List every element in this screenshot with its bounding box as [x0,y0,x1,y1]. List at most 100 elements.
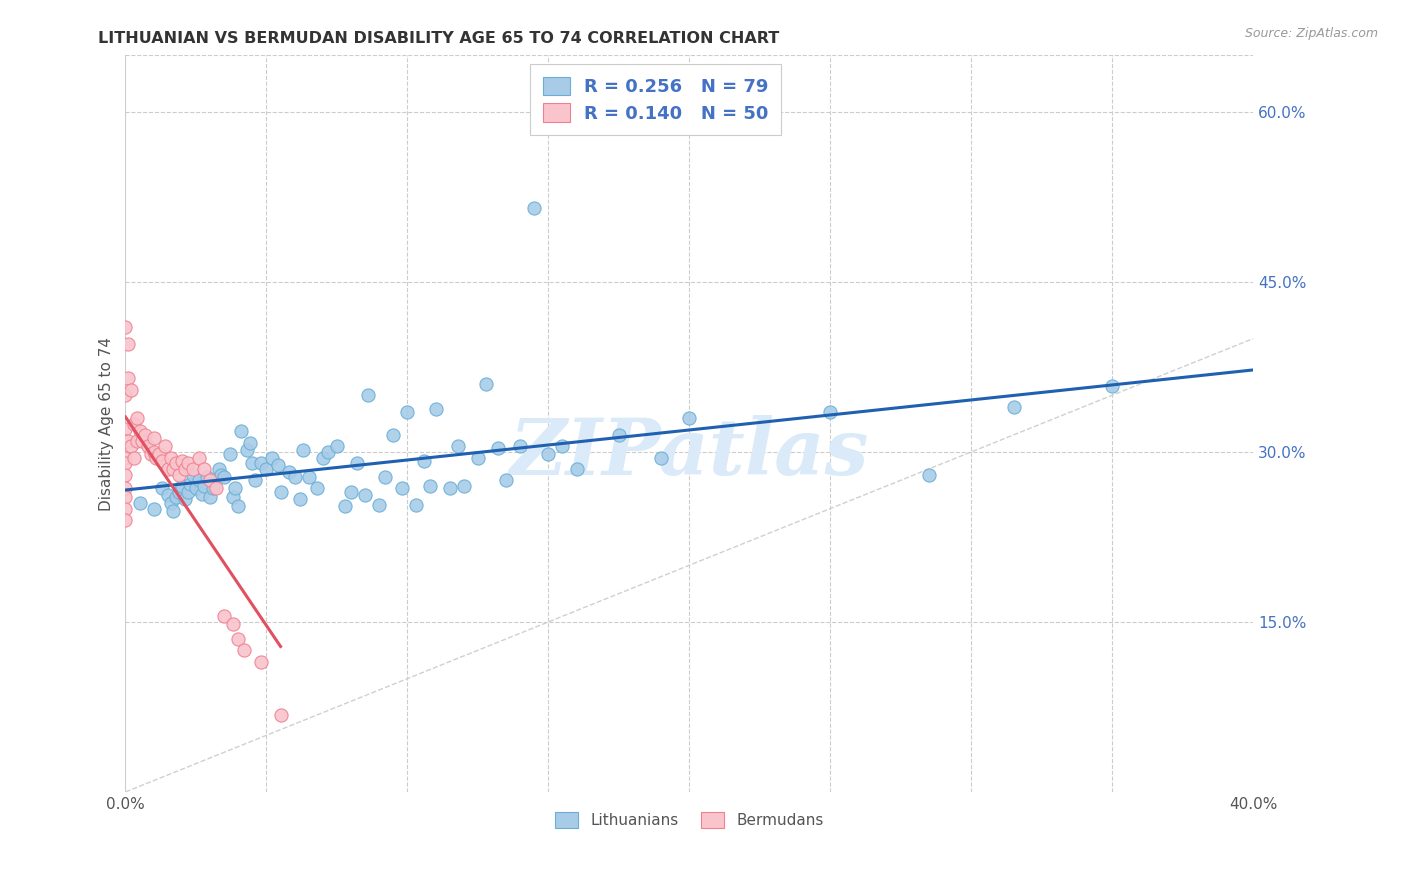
Point [114,434,136,448]
Point [298,470,321,484]
Point [413,454,436,468]
Point [179,476,201,491]
Point [447,439,470,453]
Point [650,450,672,465]
Point [117,434,139,448]
Point [218,447,240,461]
Point [125,410,148,425]
Point [523,201,546,215]
Point [290,492,312,507]
Point [326,439,349,453]
Point [249,655,271,669]
Point [136,439,159,453]
Point [270,484,292,499]
Point [167,467,190,482]
Point [114,422,136,436]
Point [181,467,204,482]
Point [374,470,396,484]
Point [204,481,226,495]
Point [173,492,195,507]
Point [284,470,307,484]
Point [117,337,139,351]
Point [122,417,145,431]
Point [117,371,139,385]
Text: Source: ZipAtlas.com: Source: ZipAtlas.com [1244,27,1378,40]
Point [114,388,136,402]
Point [114,320,136,334]
Point [226,500,249,514]
Point [165,490,187,504]
Point [405,498,427,512]
Point [114,490,136,504]
Point [195,470,218,484]
Point [150,481,173,495]
Point [235,442,257,457]
Point [396,405,419,419]
Point [114,450,136,465]
Point [170,454,193,468]
Point [226,632,249,646]
Point [193,479,215,493]
Point [486,442,509,456]
Point [249,456,271,470]
Point [173,462,195,476]
Point [142,445,165,459]
Point [176,456,198,470]
Point [678,410,700,425]
Point [120,383,142,397]
Point [307,481,329,495]
Point [1101,379,1123,393]
Point [187,450,209,465]
Point [150,454,173,468]
Point [340,484,363,499]
Point [820,405,842,419]
Point [176,484,198,499]
Point [243,473,266,487]
Point [142,501,165,516]
Point [181,462,204,476]
Legend: Lithuanians, Bermudans: Lithuanians, Bermudans [547,805,831,836]
Point [1002,400,1025,414]
Point [918,467,941,482]
Point [467,450,489,465]
Point [120,439,142,453]
Point [312,450,335,465]
Point [221,490,243,504]
Point [224,481,246,495]
Point [207,462,229,476]
Point [198,473,221,487]
Point [142,431,165,445]
Point [122,450,145,465]
Point [537,447,560,461]
Point [148,447,170,461]
Point [201,481,224,495]
Point [114,513,136,527]
Point [162,504,184,518]
Point [509,439,531,453]
Point [145,450,167,465]
Point [170,479,193,493]
Point [114,501,136,516]
Point [212,609,235,624]
Point [159,496,181,510]
Point [190,487,212,501]
Point [209,467,232,482]
Point [270,707,292,722]
Point [125,434,148,448]
Point [318,445,340,459]
Point [475,376,498,391]
Point [159,450,181,465]
Point [198,490,221,504]
Point [187,473,209,487]
Point [221,617,243,632]
Point [184,481,207,495]
Point [153,439,176,453]
Point [495,473,517,487]
Point [391,481,413,495]
Point [453,479,475,493]
Y-axis label: Disability Age 65 to 74: Disability Age 65 to 74 [100,336,114,510]
Point [114,456,136,470]
Point [232,643,254,657]
Point [262,450,284,465]
Point [193,462,215,476]
